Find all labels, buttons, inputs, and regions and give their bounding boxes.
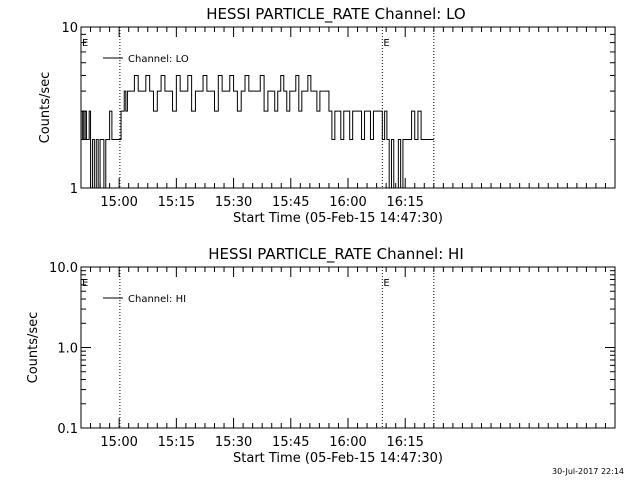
chart-title: HESSI PARTICLE_RATE Channel: HI: [208, 245, 464, 264]
x-tick-label: 15:15: [158, 435, 195, 450]
y-tick-label: 0.1: [57, 422, 78, 437]
plot-timestamp: 30-Jul-2017 22:14: [552, 467, 624, 476]
x-tick-label: 16:00: [329, 195, 366, 210]
event-marker: E: [383, 278, 389, 289]
event-marker: E: [82, 278, 88, 289]
x-tick-label: 15:15: [158, 195, 195, 210]
x-tick-label: 15:45: [272, 195, 309, 210]
event-marker: E: [82, 38, 88, 49]
y-tick-label: 1: [70, 182, 78, 197]
event-marker: E: [383, 38, 389, 49]
chart-title: HESSI PARTICLE_RATE Channel: LO: [206, 5, 465, 24]
y-tick-label: 10.0: [49, 261, 78, 276]
x-tick-label: 15:00: [100, 195, 137, 210]
panel-hi: HESSI PARTICLE_RATE Channel: HI 15:00 15:1…: [26, 245, 616, 466]
x-tick-label: 15:45: [272, 435, 309, 450]
y-tick-label: 10: [61, 21, 78, 36]
x-tick-label: 16:15: [386, 195, 423, 210]
legend-label: Channel: LO: [128, 54, 189, 65]
series-line: [81, 74, 434, 189]
x-tick-label: 16:15: [386, 435, 423, 450]
x-axis-label: Start Time (05-Feb-15 14:47:30): [233, 211, 443, 226]
y-axis-label: Counts/sec: [38, 72, 53, 144]
plot-frame: [80, 26, 616, 189]
legend-label: Channel: HI: [128, 294, 186, 305]
y-tick-label: 1.0: [57, 342, 78, 357]
x-axis-label: Start Time (05-Feb-15 14:47:30): [233, 451, 443, 466]
x-tick-label: 16:00: [329, 435, 366, 450]
x-tick-label: 15:30: [215, 195, 252, 210]
x-tick-label: 15:30: [215, 435, 252, 450]
x-tick-label: 15:00: [100, 435, 137, 450]
plot-frame: [80, 266, 616, 429]
panel-lo: HESSI PARTICLE_RATE Channel: LO 15:00 15:1…: [38, 5, 616, 226]
y-axis-label: Counts/sec: [26, 312, 41, 384]
